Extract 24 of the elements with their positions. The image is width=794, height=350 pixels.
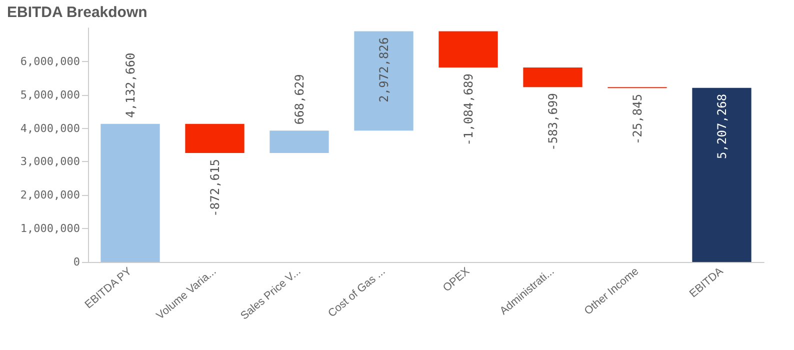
- bar: [523, 68, 582, 88]
- data-label: -25,845: [630, 94, 644, 145]
- y-tick-label: 0: [73, 256, 80, 268]
- x-tick-label: Cost of Gas ...: [326, 265, 388, 320]
- data-label: 4,132,660: [123, 52, 138, 118]
- y-tick-label: 1,000,000: [20, 222, 80, 236]
- y-tick-label: 2,000,000: [20, 188, 80, 202]
- bar: [354, 31, 414, 131]
- y-tick-label: 6,000,000: [20, 54, 80, 68]
- data-label: 5,207,268: [714, 94, 729, 159]
- data-label: 2,972,826: [376, 37, 391, 102]
- y-tick-label: 5,000,000: [20, 88, 80, 102]
- bar: [270, 130, 329, 154]
- bar: [185, 124, 244, 154]
- bar: [438, 31, 498, 68]
- y-tick-label: 4,000,000: [20, 122, 80, 135]
- y-tick-label: 3,000,000: [20, 155, 80, 168]
- bar: [100, 124, 160, 262]
- bar: [692, 88, 752, 262]
- data-label: 668,629: [292, 74, 306, 125]
- data-label: -1,084,689: [461, 74, 476, 146]
- data-label: -583,699: [546, 93, 560, 151]
- chart-title: EBITDA Breakdown: [7, 4, 148, 21]
- data-label: -872,615: [208, 159, 222, 217]
